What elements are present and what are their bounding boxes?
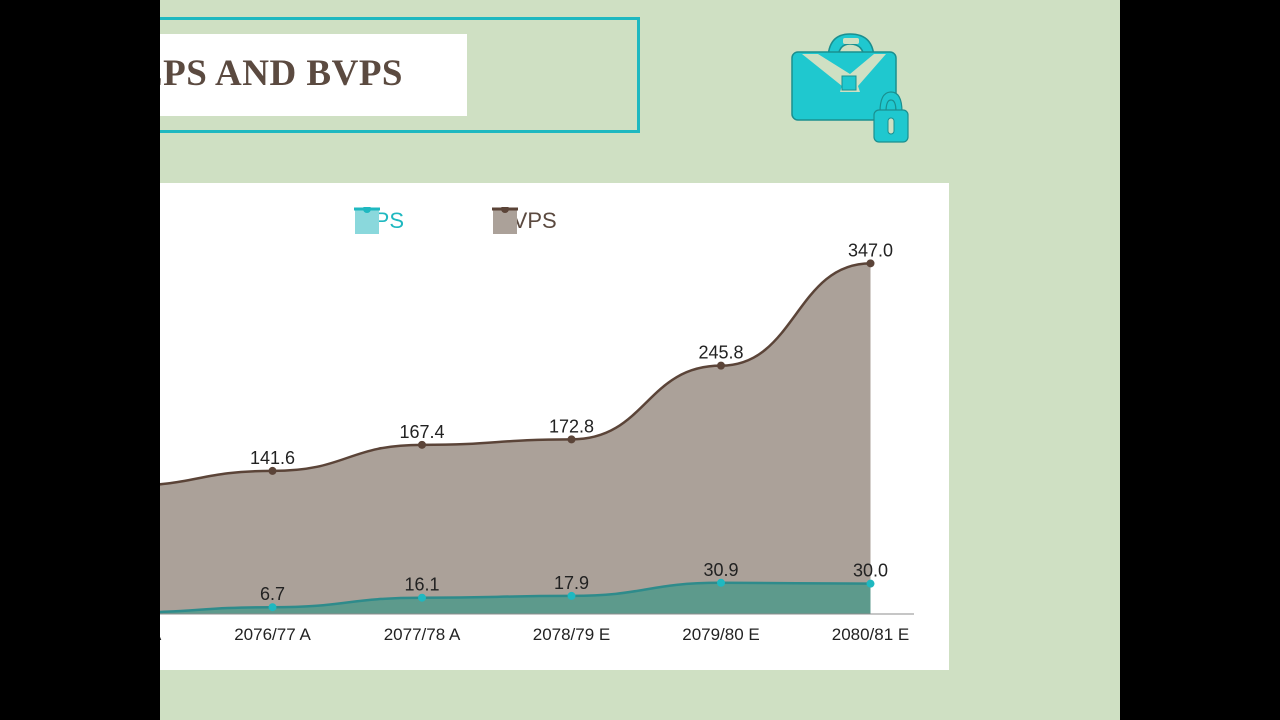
eps-point	[418, 593, 426, 602]
bvps-data-label: 141.6	[250, 448, 295, 468]
x-tick-label: 2077/78 A	[384, 625, 461, 644]
eps-point	[567, 591, 576, 600]
title-box: EPS AND BVPS	[160, 34, 467, 116]
eps-data-label: 30.0	[853, 561, 888, 581]
x-tick-label: 2075/76 A	[160, 625, 162, 644]
bvps-point	[866, 259, 875, 268]
slide-title: EPS AND BVPS	[160, 53, 403, 94]
x-tick-label: 2080/81 E	[832, 625, 910, 644]
bvps-line	[160, 262, 871, 486]
eps-point	[866, 579, 875, 588]
eps-legend-swatch	[354, 207, 380, 234]
area-chart: 126.8141.6167.4172.8245.8347.06.716.117.…	[160, 240, 914, 644]
bvps-point	[418, 440, 426, 449]
bvps-area	[160, 263, 871, 614]
bvps-point	[567, 435, 576, 444]
bvps-data-label: 347.0	[848, 240, 893, 260]
eps-point	[268, 603, 277, 612]
bvps-data-label: 245.8	[698, 343, 743, 363]
slide: EPS AND BVPS EPS BVPS 126.8	[160, 0, 1120, 720]
legend-item-eps: EPS	[354, 207, 404, 235]
chart-panel: EPS BVPS 126.8141.6167.4172.8245.8347.06…	[160, 183, 949, 670]
bvps-data-label: 172.8	[549, 416, 594, 436]
x-tick-label: 2076/77 A	[234, 625, 311, 644]
eps-line	[160, 581, 871, 614]
eps-data-label: 30.9	[703, 560, 738, 580]
bvps-legend-swatch	[492, 207, 518, 234]
bvps-data-label: 167.4	[399, 422, 444, 442]
bvps-point	[717, 361, 725, 370]
legend-item-bvps: BVPS	[492, 207, 557, 235]
eps-data-label: 16.1	[404, 575, 439, 595]
briefcase-lock-icon	[791, 33, 909, 143]
x-tick-label: 2078/79 E	[533, 625, 611, 644]
eps-point	[717, 578, 725, 587]
eps-data-label: 17.9	[554, 573, 589, 593]
x-tick-label: 2079/80 E	[682, 625, 760, 644]
bvps-point	[268, 466, 277, 475]
eps-area	[160, 582, 871, 614]
eps-data-label: 6.7	[260, 584, 285, 604]
title-frame	[160, 17, 640, 133]
